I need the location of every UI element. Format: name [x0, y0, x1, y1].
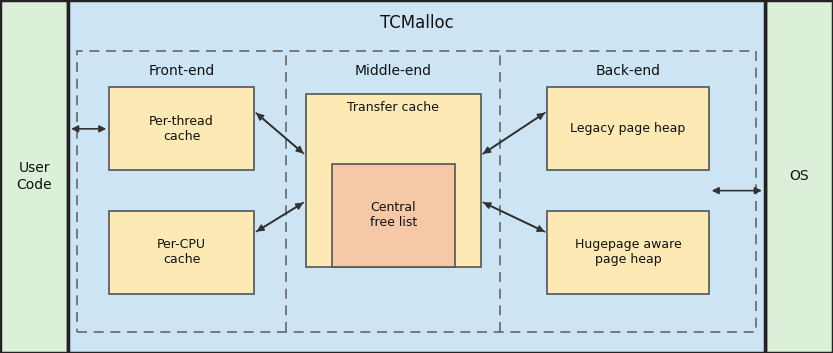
Text: Legacy page heap: Legacy page heap — [571, 122, 686, 135]
Bar — [306, 94, 481, 267]
Text: Transfer cache: Transfer cache — [347, 101, 439, 114]
Bar — [546, 211, 709, 294]
Bar — [108, 211, 254, 294]
Bar — [0, 0, 68, 353]
Text: Back-end: Back-end — [596, 64, 661, 78]
Text: Front-end: Front-end — [148, 64, 215, 78]
Text: Middle-end: Middle-end — [355, 64, 431, 78]
Bar — [332, 164, 455, 267]
Text: Central
free list: Central free list — [370, 201, 416, 229]
Text: Hugepage aware
page heap: Hugepage aware page heap — [575, 238, 681, 267]
Bar — [108, 87, 254, 170]
Text: OS: OS — [789, 169, 809, 184]
Text: Per-CPU
cache: Per-CPU cache — [157, 238, 206, 267]
Bar — [546, 87, 709, 170]
Text: TCMalloc: TCMalloc — [380, 14, 453, 32]
Bar — [765, 0, 833, 353]
Bar — [77, 51, 756, 332]
Text: User
Code: User Code — [17, 161, 52, 192]
Text: Per-thread
cache: Per-thread cache — [149, 115, 214, 143]
Bar — [68, 0, 765, 353]
